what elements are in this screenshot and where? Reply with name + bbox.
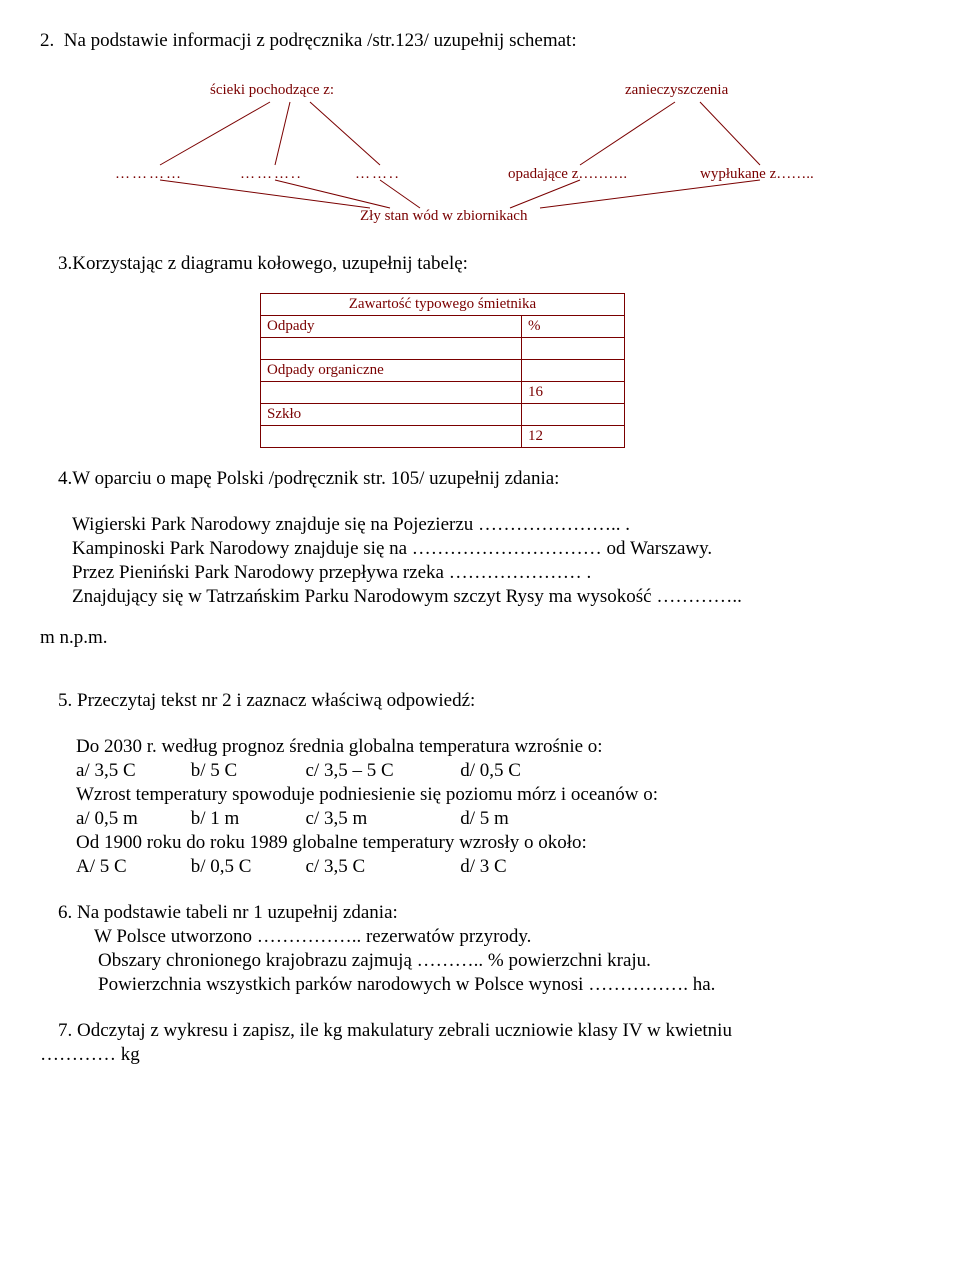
diagram-label-opad: opadające z………. bbox=[508, 166, 627, 183]
q7-ans: ………… kg bbox=[40, 1044, 920, 1066]
q5-opt: c/ 3,5 C bbox=[306, 856, 456, 878]
q5-p2: Wzrost temperatury spowoduje podniesieni… bbox=[76, 784, 920, 806]
q5-opt: b/ 5 C bbox=[191, 760, 301, 782]
table-cell bbox=[261, 426, 522, 448]
q5-opt: c/ 3,5 – 5 C bbox=[306, 760, 456, 782]
table-cell bbox=[522, 338, 625, 360]
table-cell bbox=[261, 338, 522, 360]
q4-line1: Wigierski Park Narodowy znajduje się na … bbox=[72, 514, 920, 536]
q5-opt: c/ 3,5 m bbox=[306, 808, 456, 830]
q4-block: 4.W oparciu o mapę Polski /podręcznik st… bbox=[58, 468, 920, 608]
q5-p1: Do 2030 r. według prognoz średnia global… bbox=[76, 736, 920, 758]
diagram-schema: ścieki pochodzące z: zanieczyszczenia ……… bbox=[80, 70, 880, 235]
q5-opt: d/ 5 m bbox=[460, 808, 509, 830]
q5-p3: Od 1900 roku do roku 1989 globalne tempe… bbox=[76, 832, 920, 854]
q5-lead: 5. Przeczytaj tekst nr 2 i zaznacz właśc… bbox=[58, 690, 920, 712]
q3-text: 3.Korzystając z diagramu kołowego, uzupe… bbox=[58, 253, 920, 275]
q5-a1: a/ 3,5 C b/ 5 C c/ 3,5 – 5 C d/ 0,5 C bbox=[76, 760, 920, 782]
diagram-blank-3: …….. bbox=[355, 166, 401, 183]
q5-opt: d/ 0,5 C bbox=[460, 760, 521, 782]
diagram-blank-2: ……….. bbox=[240, 166, 303, 183]
q6-block: 6. Na podstawie tabeli nr 1 uzupełnij zd… bbox=[58, 902, 920, 996]
table-header-percent: % bbox=[522, 316, 625, 338]
q4-mnpm: m n.p.m. bbox=[40, 627, 920, 649]
q4-lead: 4.W oparciu o mapę Polski /podręcznik st… bbox=[58, 468, 920, 490]
table-cell: 16 bbox=[522, 382, 625, 404]
q7-lead: 7. Odczytaj z wykresu i zapisz, ile kg m… bbox=[58, 1020, 920, 1042]
diagram-label-scieki: ścieki pochodzące z: bbox=[210, 82, 334, 99]
diagram-label-zanie: zanieczyszczenia bbox=[625, 82, 728, 99]
q4-line4: Znajdujący się w Tatrzańskim Parku Narod… bbox=[72, 586, 920, 608]
table-cell: Odpady organiczne bbox=[261, 360, 522, 382]
q6-lead: 6. Na podstawie tabeli nr 1 uzupełnij zd… bbox=[58, 902, 920, 924]
table-header-odpady: Odpady bbox=[261, 316, 522, 338]
q5-opt: a/ 0,5 m bbox=[76, 808, 186, 830]
q5-opt: b/ 0,5 C bbox=[191, 856, 301, 878]
diagram-label-wypl: wypłukane z…….. bbox=[700, 166, 814, 183]
q7-block: 7. Odczytaj z wykresu i zapisz, ile kg m… bbox=[58, 1020, 920, 1042]
q2-text: 2. Na podstawie informacji z podręcznika… bbox=[40, 30, 920, 52]
q5-opt: A/ 5 C bbox=[76, 856, 186, 878]
q5-block: 5. Przeczytaj tekst nr 2 i zaznacz właśc… bbox=[58, 690, 920, 878]
q6-line2: Obszary chronionego krajobrazu zajmują …… bbox=[98, 950, 920, 972]
q5-a3: A/ 5 C b/ 0,5 C c/ 3,5 C d/ 3 C bbox=[76, 856, 920, 878]
diagram-label-center: Zły stan wód w zbiornikach bbox=[360, 208, 527, 225]
q5-a2: a/ 0,5 m b/ 1 m c/ 3,5 m d/ 5 m bbox=[76, 808, 920, 830]
q6-line3: Powierzchnia wszystkich parków narodowyc… bbox=[98, 974, 920, 996]
q4-line2: Kampinoski Park Narodowy znajduje się na… bbox=[72, 538, 920, 560]
table-smietnik: Zawartość typowego śmietnika Odpady % Od… bbox=[260, 293, 625, 448]
q5-opt: d/ 3 C bbox=[460, 856, 506, 878]
q5-opt: b/ 1 m bbox=[191, 808, 301, 830]
table-row: Odpady organiczne bbox=[261, 360, 625, 382]
table-title: Zawartość typowego śmietnika bbox=[261, 294, 625, 316]
table-row: Szkło bbox=[261, 404, 625, 426]
q4-line3: Przez Pieniński Park Narodowy przepływa … bbox=[72, 562, 920, 584]
q2-body: Na podstawie informacji z podręcznika /s… bbox=[64, 30, 577, 51]
q6-line1: W Polsce utworzono …………….. rezerwatów pr… bbox=[94, 926, 920, 948]
table-cell bbox=[261, 382, 522, 404]
q5-opt: a/ 3,5 C bbox=[76, 760, 186, 782]
table-row: 12 bbox=[261, 426, 625, 448]
q2-num: 2. bbox=[40, 30, 54, 51]
table-cell: Szkło bbox=[261, 404, 522, 426]
table-row: 16 bbox=[261, 382, 625, 404]
diagram-blank-1: ………… bbox=[115, 166, 183, 183]
table-cell bbox=[522, 360, 625, 382]
table-cell bbox=[522, 404, 625, 426]
table-row bbox=[261, 338, 625, 360]
table-cell: 12 bbox=[522, 426, 625, 448]
